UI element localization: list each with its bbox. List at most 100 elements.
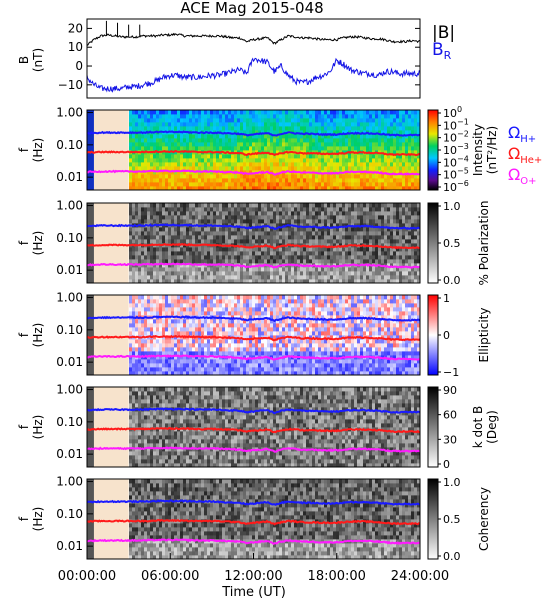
spectrogram-cell (252, 118, 256, 123)
spectrogram-cell (129, 343, 133, 348)
spectrogram-cell (156, 231, 160, 236)
spectrogram-cell (381, 219, 385, 224)
spectrogram-cell (186, 158, 190, 163)
spectrogram-cell (396, 174, 400, 179)
spectrogram-cell (174, 339, 178, 344)
spectrogram-cell (369, 178, 373, 183)
spectrogram-cell (150, 203, 154, 208)
spectrogram-cell (195, 126, 199, 131)
spectrogram-cell (291, 154, 295, 159)
spectrogram-cell (351, 118, 355, 123)
spectrogram-cell (306, 186, 310, 191)
spectrogram-cell (360, 134, 364, 139)
spectrogram-cell (324, 235, 328, 240)
spectrogram-cell (162, 355, 166, 360)
spectrogram-cell (156, 295, 160, 300)
spectrogram-cell (138, 303, 142, 308)
spectrogram-cell (372, 158, 376, 163)
spectrogram-cell (330, 255, 334, 260)
spectrogram-cell (192, 158, 196, 163)
spectrogram-cell (273, 251, 277, 256)
spectrogram-cell (321, 130, 325, 135)
spectrogram-cell (294, 126, 298, 131)
spectrogram-cell (393, 170, 397, 175)
spectrogram-cell (375, 154, 379, 159)
spectrogram-cell (168, 343, 172, 348)
spectrogram-cell (168, 347, 172, 352)
spectrogram-cell (213, 138, 217, 143)
spectrogram-cell (225, 331, 229, 336)
spectrogram-cell (195, 251, 199, 256)
spectrogram-cell (198, 203, 202, 208)
spectrogram-cell (258, 142, 262, 147)
spectrogram-cell (165, 235, 169, 240)
spectrogram-cell (168, 263, 172, 268)
spectrogram-cell (333, 174, 337, 179)
spectrogram-cell (276, 259, 280, 264)
spectrogram-cell (201, 118, 205, 123)
spectrogram-cell (195, 327, 199, 332)
spectrogram-cell (333, 146, 337, 151)
spectrogram-cell (144, 182, 148, 187)
spectrogram-cell (183, 138, 187, 143)
spectrogram-cell (159, 215, 163, 220)
spectrogram-cell (210, 134, 214, 139)
spectrogram-cell (147, 178, 151, 183)
spectrogram-cell (276, 219, 280, 224)
spectrogram-cell (219, 323, 223, 328)
spectrogram-cell (339, 122, 343, 127)
spectrogram-cell (219, 235, 223, 240)
spectrogram-cell (156, 178, 160, 183)
spectrogram-cell (171, 211, 175, 216)
spectrogram-cell (360, 146, 364, 151)
spectrogram-cell (147, 114, 151, 119)
spectrogram-cell (186, 110, 190, 115)
spectrogram-cell (168, 146, 172, 151)
spectrogram-cell (402, 130, 406, 135)
spectrogram-cell (351, 138, 355, 143)
spectrogram-cell (354, 114, 358, 119)
spectrogram-cell (198, 299, 202, 304)
colorbar-tick-label: 10−2 (443, 130, 469, 145)
spectrogram-cell (387, 219, 391, 224)
spectrogram-cell (228, 323, 232, 328)
spectrogram-cell (150, 227, 154, 232)
spectrogram-cell (321, 255, 325, 260)
spectrogram-cell (249, 311, 253, 316)
spectrogram-cell (144, 323, 148, 328)
spectrogram-cell (201, 367, 205, 372)
spectrogram-cell (372, 259, 376, 264)
spectrogram-cell (294, 251, 298, 256)
spectrogram-cell (165, 114, 169, 119)
spectrogram-cell (258, 335, 262, 340)
spectrogram-cell (171, 299, 175, 304)
spectrogram-cell (330, 146, 334, 151)
spectrogram-cell (375, 247, 379, 252)
spectrogram-cell (318, 158, 322, 163)
spectrogram-cell (186, 114, 190, 119)
spectrogram-cell (408, 178, 412, 183)
spectrogram-cell (144, 355, 148, 360)
spectrogram-cell (294, 162, 298, 167)
spectrogram-cell (297, 126, 301, 131)
spectrogram-cell (129, 371, 133, 376)
spectrogram-cell (366, 178, 370, 183)
spectrogram-cell (138, 186, 142, 191)
spectrogram-cell (255, 303, 259, 308)
spectrogram-cell (321, 126, 325, 131)
spectrogram-cell (198, 178, 202, 183)
spectrogram-cell (405, 138, 409, 143)
spectrogram-cell (255, 138, 259, 143)
spectrogram-cell (180, 186, 184, 191)
spectrogram-cell (249, 126, 253, 131)
spectrogram-cell (300, 174, 304, 179)
spectrogram-cell (333, 231, 337, 236)
spectrogram-cell (261, 219, 265, 224)
spectrogram-cell (399, 182, 403, 187)
spectrogram-cell (372, 130, 376, 135)
spectrogram-cell (201, 251, 205, 256)
spectrogram-cell (198, 363, 202, 368)
spectrogram-cell (165, 319, 169, 324)
spectrogram-cell (414, 122, 418, 127)
spectrogram-cell (273, 243, 277, 248)
